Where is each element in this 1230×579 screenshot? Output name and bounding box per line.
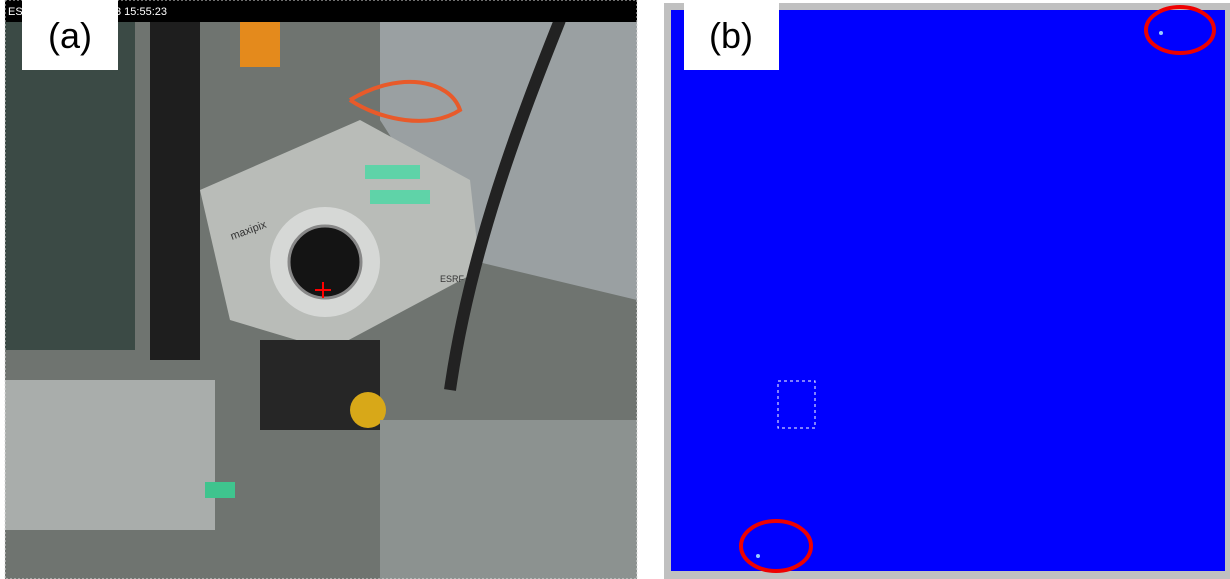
spot xyxy=(756,554,760,558)
panel-label: (b) xyxy=(709,15,753,56)
photo-panel: maxipix ESRF ES 3 15:55:23 (a) xyxy=(5,0,637,579)
panel-label: (a) xyxy=(48,15,92,56)
detector-window xyxy=(289,226,361,298)
stage xyxy=(5,380,215,530)
timestamp: ES xyxy=(8,6,23,18)
figure: maxipix ESRF ES 3 15:55:23 (a) (b) xyxy=(0,0,1230,579)
device-logo: ESRF xyxy=(440,274,465,284)
post xyxy=(150,20,200,360)
detector-panel: (b) xyxy=(664,0,1230,579)
sticker xyxy=(370,190,430,204)
cables xyxy=(380,420,637,579)
detector-image xyxy=(671,10,1225,571)
sticker xyxy=(365,165,420,179)
sticker xyxy=(205,482,235,498)
timestamp: 3 15:55:23 xyxy=(115,6,167,18)
spot xyxy=(1159,31,1163,35)
